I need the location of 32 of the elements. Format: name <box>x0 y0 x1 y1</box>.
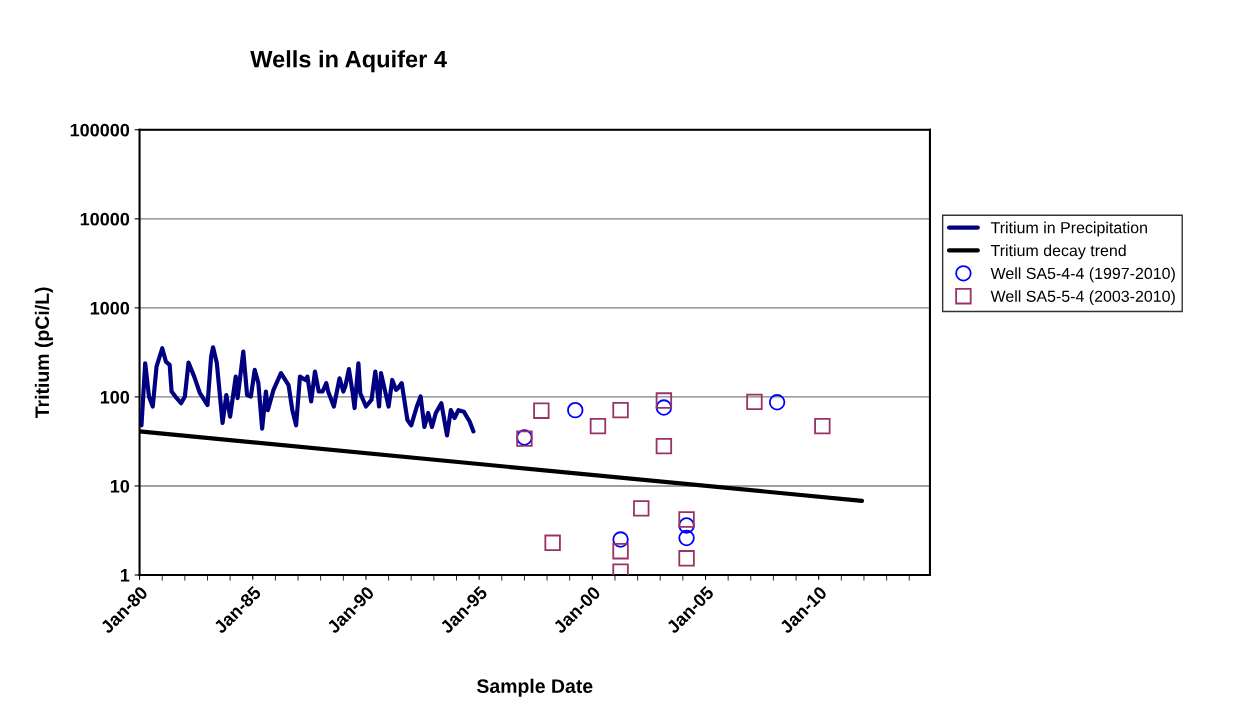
point <box>655 392 673 409</box>
point <box>612 531 629 548</box>
point <box>678 517 695 534</box>
x-axis-title: Sample Date <box>476 678 593 697</box>
y-tick-label: 1000 <box>90 301 130 315</box>
point <box>746 393 763 411</box>
legend-label: Tritium in Precipitation <box>990 221 1147 237</box>
y-tick-label: 100 <box>100 390 130 404</box>
legend-label: Well SA5-5-4 (2003-2010) <box>990 290 1175 306</box>
chart-title: Wells in Aquifer 4 <box>250 50 447 73</box>
y-axis-title: Tritium (pCi/L) <box>34 287 53 419</box>
y-tick-label: 10000 <box>80 212 130 226</box>
point <box>612 543 629 560</box>
legend-label: Well SA5-4-4 (1997-2010) <box>990 267 1175 283</box>
point <box>567 401 584 419</box>
point <box>678 550 695 567</box>
point <box>678 511 695 528</box>
point <box>533 402 550 419</box>
y-tick-label: 100000 <box>70 123 130 137</box>
point <box>655 399 673 416</box>
line-series <box>139 345 476 438</box>
point <box>633 500 650 517</box>
point <box>612 401 629 419</box>
point <box>814 417 831 435</box>
y-tick-label: 1 <box>120 569 130 582</box>
point <box>589 417 607 435</box>
point <box>678 529 695 547</box>
point <box>768 394 786 411</box>
point <box>544 534 561 551</box>
point <box>655 437 673 455</box>
legend-label: Tritium decay trend <box>990 244 1126 260</box>
y-tick-label: 10 <box>110 479 130 493</box>
